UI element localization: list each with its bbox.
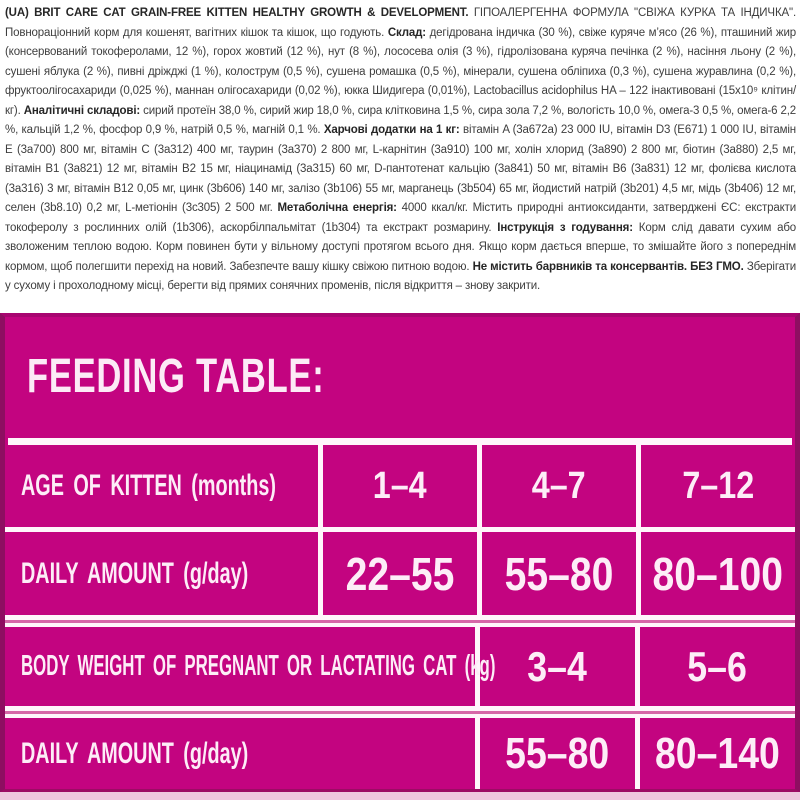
divider-stripe xyxy=(5,619,795,623)
table-cell: 1–4 xyxy=(318,445,477,527)
package-bottom-edge xyxy=(0,792,800,800)
row-label: DAILY AMOUNT (g/day) xyxy=(21,556,249,590)
table-row-age-of-kitten: AGE OF KITTEN (months) 1–4 4–7 7–12 xyxy=(5,445,795,527)
table-cell: 7–12 xyxy=(636,445,795,527)
table-cell: 22–55 xyxy=(318,532,477,615)
table-cell: 80–140 xyxy=(635,718,795,789)
table-cell: 55–80 xyxy=(475,718,635,789)
table-cell: 5–6 xyxy=(635,627,795,706)
table-row-body-weight: BODY WEIGHT OF PREGNANT OR LACTATING CAT… xyxy=(5,627,795,706)
table-cell: 4–7 xyxy=(477,445,636,527)
row-label: DAILY AMOUNT (g/day) xyxy=(21,736,249,770)
table-cell: 55–80 xyxy=(477,532,636,615)
table-top-rule xyxy=(8,438,792,445)
divider-stripe xyxy=(5,710,795,714)
row-divider xyxy=(5,527,795,532)
feeding-table-section: FEEDING TABLE: AGE OF KITTEN (months) 1–… xyxy=(0,313,800,792)
group-divider xyxy=(5,706,795,718)
table-row-daily-amount-adult: DAILY AMOUNT (g/day) 55–80 80–140 xyxy=(5,718,795,789)
row-label: BODY WEIGHT OF PREGNANT OR LACTATING CAT… xyxy=(21,650,496,682)
table-cell: 80–100 xyxy=(636,532,795,615)
feeding-table-title: FEEDING TABLE: xyxy=(27,350,325,403)
product-info-text: (UA) BRIT CARE CAT GRAIN-FREE KITTEN HEA… xyxy=(5,7,797,292)
row-label: AGE OF KITTEN (months) xyxy=(21,469,276,502)
group-divider xyxy=(5,615,795,627)
table-row-daily-amount-kitten: DAILY AMOUNT (g/day) 22–55 55–80 80–100 xyxy=(5,532,795,615)
table-cell: 3–4 xyxy=(475,627,635,706)
